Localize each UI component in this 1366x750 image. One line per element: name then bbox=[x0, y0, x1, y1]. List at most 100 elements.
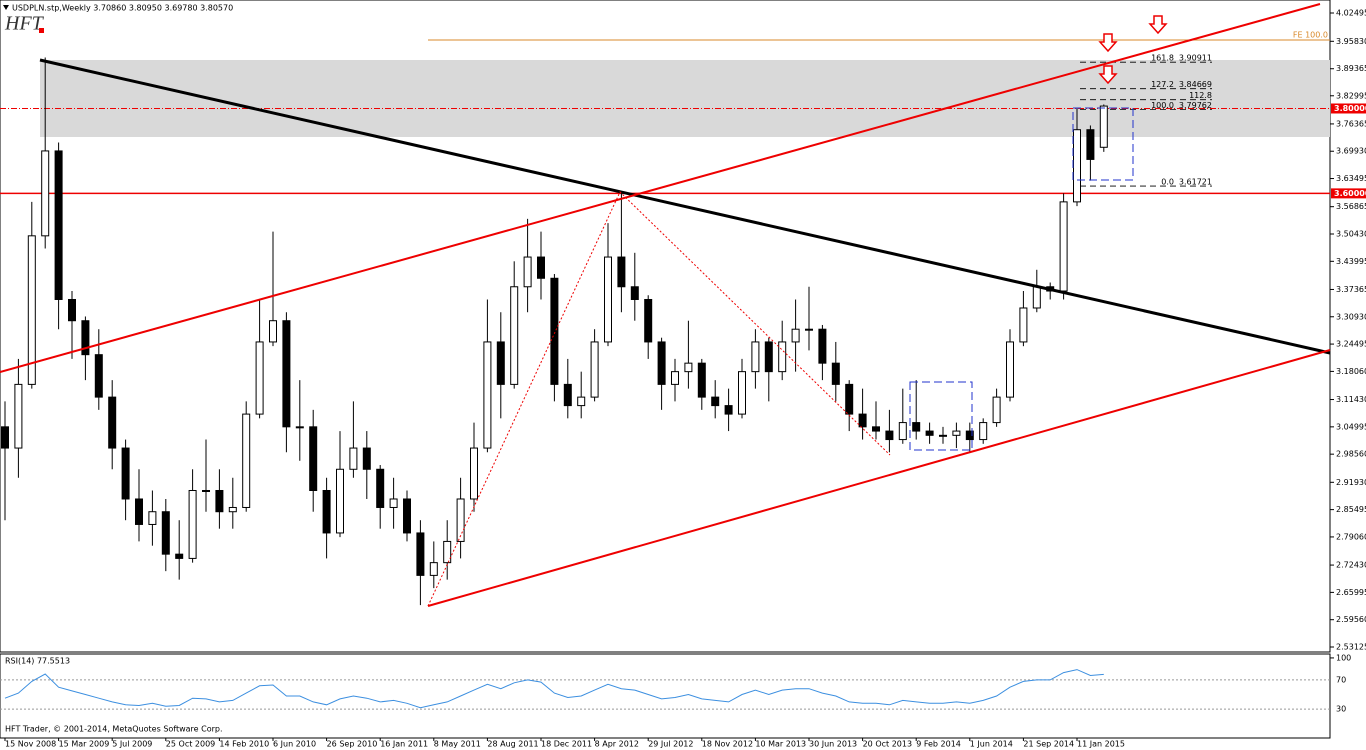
candle-body bbox=[161, 511, 170, 555]
candle-body bbox=[148, 511, 157, 525]
level-tag bbox=[1331, 188, 1366, 199]
candle-body bbox=[952, 430, 961, 436]
candle-body bbox=[322, 489, 331, 534]
candle-body bbox=[858, 413, 867, 428]
channel-upper bbox=[0, 3, 1321, 373]
candle-body bbox=[644, 298, 653, 343]
y-tick-label: 3.76365 bbox=[1336, 119, 1366, 128]
resistance-zone bbox=[40, 60, 1330, 137]
x-tick-label: 11 Jan 2015 bbox=[1077, 740, 1125, 749]
x-tick-label: 8 Apr 2012 bbox=[595, 740, 639, 749]
x-tick-label: 28 Aug 2011 bbox=[487, 740, 538, 749]
candle-body bbox=[188, 489, 197, 559]
arrow bbox=[1098, 33, 1118, 53]
candle-body bbox=[1086, 129, 1095, 160]
candle-body bbox=[523, 256, 532, 288]
candle-body bbox=[269, 320, 277, 343]
y-tick-label: 2.98560 bbox=[1336, 450, 1366, 459]
y-tick-label: 3.30930 bbox=[1336, 312, 1366, 321]
candle-body bbox=[537, 256, 545, 279]
candle-body bbox=[1032, 286, 1041, 309]
candle-body bbox=[778, 341, 787, 373]
candle-body bbox=[738, 371, 746, 415]
x-tick-label: 8 May 2011 bbox=[434, 740, 481, 749]
candle-body bbox=[510, 286, 519, 385]
arrow bbox=[1148, 15, 1168, 35]
y-tick-label: 2.65995 bbox=[1336, 588, 1366, 597]
fib-value: 3.61721 bbox=[1179, 178, 1212, 187]
y-tick-label: 3.95830 bbox=[1336, 37, 1366, 46]
y-tick-label: 3.18060 bbox=[1336, 367, 1366, 376]
y-tick-label: 2.72430 bbox=[1336, 561, 1366, 570]
candle-body bbox=[805, 328, 813, 331]
candle-body bbox=[965, 430, 974, 441]
candle-body bbox=[630, 286, 639, 300]
candle-body bbox=[1099, 105, 1108, 148]
candle-body bbox=[751, 341, 760, 373]
y-tick-label: 3.04995 bbox=[1336, 422, 1366, 431]
trend-line bbox=[39, 58, 1331, 355]
candle-body bbox=[349, 447, 358, 470]
x-tick-label: 16 Jan 2011 bbox=[380, 740, 428, 749]
y-tick-label: 2.85495 bbox=[1336, 505, 1366, 514]
y-tick-label: 3.82995 bbox=[1336, 91, 1366, 100]
candle-body bbox=[1059, 201, 1068, 292]
candle-body bbox=[403, 498, 411, 534]
fib-value: 3.90911 bbox=[1179, 54, 1212, 63]
candle-body bbox=[309, 426, 318, 491]
candle-body bbox=[872, 426, 880, 432]
candle-body bbox=[68, 298, 76, 322]
x-tick-label: 1 Jun 2014 bbox=[970, 740, 1013, 749]
pattern-line bbox=[427, 191, 891, 607]
candle-body bbox=[41, 150, 50, 237]
candle-body bbox=[175, 553, 184, 559]
candle-body bbox=[617, 256, 626, 288]
x-tick-label: 21 Sep 2014 bbox=[1023, 740, 1074, 749]
candle-body bbox=[604, 256, 612, 343]
y-tick-label: 2.91930 bbox=[1336, 478, 1366, 487]
y-tick-label: 2.53125 bbox=[1336, 643, 1366, 652]
candle-body bbox=[912, 422, 921, 432]
candle-body bbox=[791, 328, 800, 343]
candle-body bbox=[416, 532, 425, 576]
x-tick-label: 15 Nov 2008 bbox=[5, 740, 56, 749]
fe-label: FE 100.0 bbox=[1293, 31, 1328, 40]
y-tick-label: 3.56865 bbox=[1336, 202, 1366, 211]
arrow bbox=[1098, 65, 1118, 85]
x-tick-label: 20 Oct 2013 bbox=[863, 740, 912, 749]
candle-body bbox=[27, 235, 36, 385]
candle-body bbox=[242, 413, 251, 508]
copyright: HFT Trader, © 2001-2014, MetaQuotes Soft… bbox=[5, 725, 223, 734]
x-tick-label: 6 Jun 2010 bbox=[273, 740, 316, 749]
x-tick-label: 14 Feb 2010 bbox=[219, 740, 269, 749]
y-tick-label: 3.24495 bbox=[1336, 340, 1366, 349]
x-tick-label: 26 Sep 2010 bbox=[327, 740, 378, 749]
candle-body bbox=[443, 540, 452, 564]
candle-body bbox=[135, 498, 143, 525]
level-label: 3.60000 bbox=[1334, 189, 1366, 198]
candle-body bbox=[215, 489, 224, 513]
x-tick-label: 10 Mar 2013 bbox=[755, 740, 806, 749]
candle-body bbox=[684, 362, 693, 373]
candle-body bbox=[845, 383, 854, 415]
candle-body bbox=[470, 447, 478, 500]
logo: HFT bbox=[4, 13, 45, 35]
y-tick-label: 2.59560 bbox=[1336, 615, 1366, 624]
candle-body bbox=[550, 277, 559, 385]
candle-body bbox=[671, 371, 679, 385]
candle-body bbox=[228, 506, 237, 513]
candle-body bbox=[577, 396, 586, 407]
rsi-tick-label: 30 bbox=[1336, 705, 1346, 714]
candle-body bbox=[202, 489, 210, 492]
candle-body bbox=[429, 562, 438, 576]
x-tick-label: 29 Jul 2012 bbox=[648, 740, 693, 749]
logo-dot bbox=[39, 28, 44, 33]
candle-body bbox=[121, 447, 130, 500]
candle-body bbox=[724, 405, 733, 415]
fib-value: 3.84669 bbox=[1179, 80, 1212, 89]
candle-body bbox=[657, 341, 666, 385]
y-tick-label: 3.89365 bbox=[1336, 64, 1366, 73]
rsi-pane bbox=[0, 653, 1331, 739]
